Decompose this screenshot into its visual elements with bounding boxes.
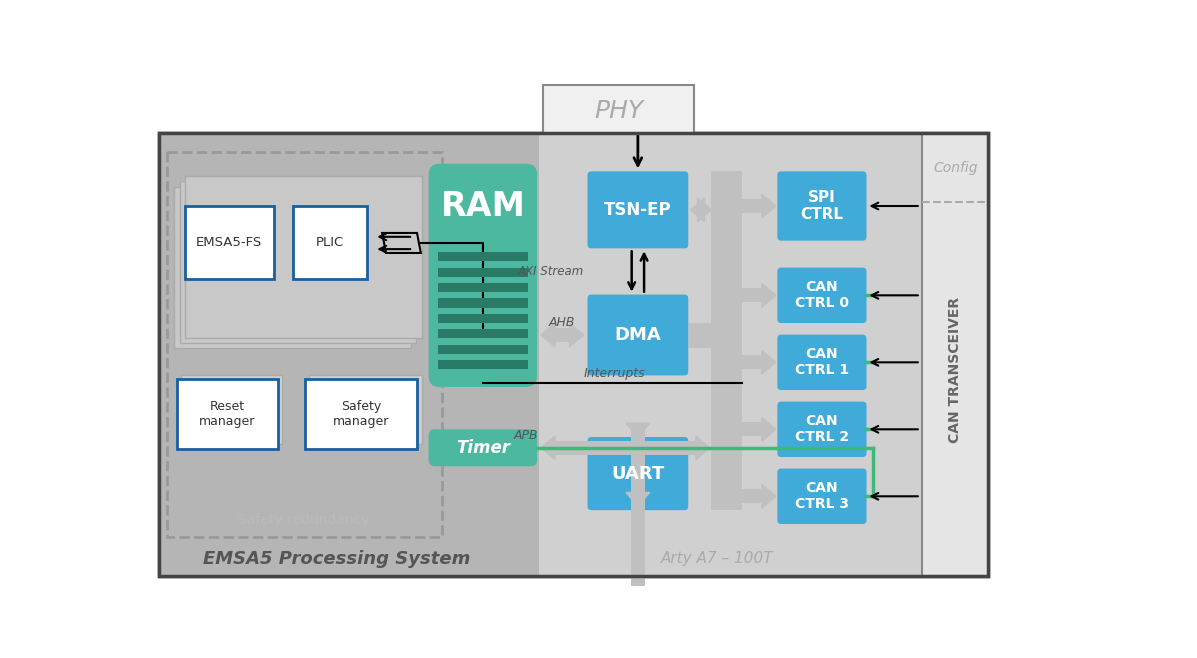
- Bar: [742, 355, 761, 369]
- Bar: [182, 374, 282, 444]
- Bar: [304, 379, 417, 449]
- Text: TSN-EP: TSN-EP: [604, 201, 672, 219]
- Bar: [438, 299, 528, 308]
- Text: DMA: DMA: [614, 326, 661, 344]
- Text: EMSA5 Processing System: EMSA5 Processing System: [203, 549, 470, 568]
- Bar: [438, 252, 528, 261]
- Text: AHB: AHB: [549, 316, 576, 329]
- Bar: [177, 379, 278, 449]
- FancyBboxPatch shape: [777, 468, 867, 524]
- Text: PHY: PHY: [594, 99, 643, 122]
- Polygon shape: [570, 323, 584, 347]
- Bar: [742, 422, 761, 436]
- FancyBboxPatch shape: [777, 335, 867, 390]
- Bar: [166, 152, 442, 537]
- Bar: [539, 133, 923, 576]
- Polygon shape: [761, 418, 776, 441]
- Text: Config: Config: [932, 161, 978, 174]
- Bar: [555, 328, 570, 342]
- Bar: [186, 176, 421, 338]
- Polygon shape: [695, 436, 710, 459]
- Bar: [159, 133, 539, 576]
- Text: CAN
CTRL 1: CAN CTRL 1: [795, 347, 849, 378]
- FancyBboxPatch shape: [429, 429, 537, 467]
- Bar: [159, 133, 989, 576]
- Bar: [177, 379, 278, 449]
- Text: RAM: RAM: [440, 190, 525, 222]
- Bar: [742, 288, 761, 302]
- Bar: [438, 345, 528, 354]
- Bar: [309, 374, 421, 444]
- Bar: [180, 182, 417, 343]
- Bar: [438, 360, 528, 369]
- Polygon shape: [761, 284, 776, 307]
- Bar: [438, 314, 528, 323]
- Text: SPI
CTRL: SPI CTRL: [801, 190, 844, 222]
- Polygon shape: [541, 323, 555, 347]
- Bar: [304, 379, 417, 449]
- Text: Reset
manager: Reset manager: [199, 400, 255, 428]
- FancyBboxPatch shape: [588, 437, 688, 510]
- Bar: [543, 85, 694, 133]
- Polygon shape: [761, 351, 776, 374]
- FancyBboxPatch shape: [777, 268, 867, 323]
- Polygon shape: [541, 436, 555, 459]
- Polygon shape: [761, 194, 776, 218]
- Bar: [184, 206, 274, 279]
- Text: Safety redundancy: Safety redundancy: [238, 513, 370, 527]
- Bar: [742, 490, 761, 503]
- Text: CAN
CTRL 0: CAN CTRL 0: [795, 280, 849, 311]
- Polygon shape: [626, 492, 650, 506]
- FancyBboxPatch shape: [588, 295, 688, 376]
- FancyBboxPatch shape: [588, 171, 688, 248]
- Text: Interrupts: Interrupts: [584, 367, 645, 380]
- Polygon shape: [761, 484, 776, 508]
- Bar: [293, 206, 366, 279]
- Text: AXI Stream: AXI Stream: [517, 265, 584, 278]
- Bar: [631, 492, 645, 506]
- FancyBboxPatch shape: [777, 171, 867, 241]
- Polygon shape: [691, 198, 705, 222]
- Bar: [175, 187, 411, 349]
- Bar: [711, 171, 742, 510]
- FancyBboxPatch shape: [429, 164, 537, 387]
- Text: PLIC: PLIC: [316, 236, 344, 249]
- Text: UART: UART: [612, 465, 664, 482]
- Bar: [698, 203, 705, 216]
- Text: CAN
CTRL 3: CAN CTRL 3: [795, 481, 849, 511]
- Text: Timer: Timer: [456, 439, 510, 457]
- Bar: [159, 133, 989, 576]
- Text: Arty A7 – 100T: Arty A7 – 100T: [661, 551, 773, 566]
- FancyBboxPatch shape: [777, 401, 867, 457]
- Bar: [631, 423, 645, 649]
- Polygon shape: [626, 423, 650, 437]
- Bar: [438, 329, 528, 338]
- Bar: [923, 133, 989, 576]
- Text: Safety
manager: Safety manager: [333, 400, 389, 428]
- Polygon shape: [698, 198, 711, 222]
- Bar: [438, 268, 528, 277]
- Text: CAN TRANSCEIVER: CAN TRANSCEIVER: [948, 297, 962, 443]
- Text: CAN
CTRL 2: CAN CTRL 2: [795, 414, 849, 444]
- Text: APB: APB: [514, 429, 537, 442]
- Bar: [742, 199, 761, 213]
- Bar: [555, 441, 695, 455]
- Bar: [438, 283, 528, 292]
- Text: EMSA5-FS: EMSA5-FS: [196, 236, 262, 249]
